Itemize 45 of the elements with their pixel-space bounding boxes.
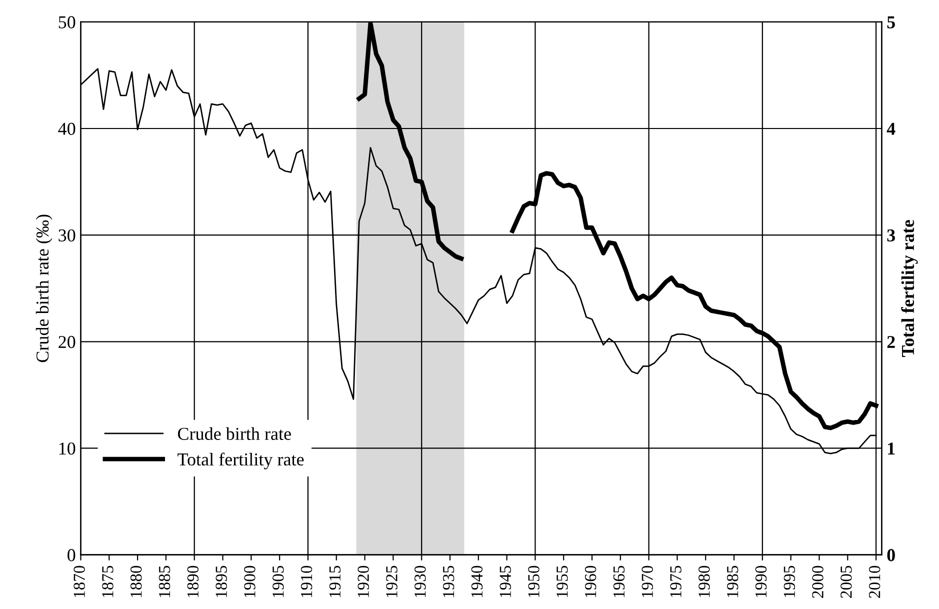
x-tick-label: 1890 — [187, 566, 199, 598]
legend-label: Crude birth rate — [178, 427, 291, 440]
x-tick-label: 1955 — [556, 566, 568, 598]
x-tick-label: 1945 — [500, 566, 511, 598]
x-tick-label: 1875 — [102, 566, 114, 598]
x-tick-label: 1935 — [442, 566, 454, 598]
y2-tick-label: 4 — [886, 122, 896, 135]
y2-tick-label: 0 — [887, 549, 895, 562]
y2-tick-label: 3 — [887, 229, 895, 242]
x-tick-label: 2005 — [840, 566, 852, 598]
x-tick-label: 1870 — [74, 566, 85, 598]
x-tick-label: 1900 — [244, 566, 256, 598]
x-tick-label: 1950 — [528, 566, 540, 598]
x-tick-label: 1975 — [670, 566, 682, 598]
x-tick-label: 1910 — [300, 566, 312, 598]
y-axis-title: Crude birth rate (‰) — [36, 214, 52, 362]
x-tick-label: 1940 — [471, 566, 483, 598]
x-tick-label: 1895 — [216, 566, 227, 598]
x-tick-label: 1885 — [158, 566, 170, 598]
x-tick-label: 1880 — [130, 566, 142, 598]
y-tick-label: 20 — [58, 336, 76, 348]
x-tick-label: 1970 — [642, 566, 653, 598]
x-tick-label: 2000 — [812, 566, 824, 598]
x-tick-label: 1990 — [755, 566, 767, 598]
y2-tick-label: 1 — [888, 442, 895, 454]
y2-tick-label: 5 — [887, 16, 895, 28]
x-tick-label: 1960 — [584, 566, 596, 598]
x-tick-label: 1915 — [329, 566, 341, 598]
y-tick-label: 50 — [58, 16, 76, 28]
y-tick-label: 30 — [58, 229, 76, 242]
x-tick-label: 1995 — [784, 566, 796, 598]
y-tick-label: 0 — [68, 549, 76, 562]
x-tick-label: 1905 — [272, 566, 284, 598]
y2-axis-title: Total fertility rate — [901, 220, 918, 357]
y2-tick-label: 2 — [887, 336, 895, 348]
x-tick-label: 2010 — [868, 566, 880, 598]
x-tick-label: 1985 — [726, 566, 738, 598]
legend-label: Total fertility rate — [178, 452, 304, 470]
x-tick-label: 1920 — [358, 566, 369, 598]
x-tick-label: 1930 — [414, 566, 426, 598]
y-tick-label: 10 — [59, 442, 76, 455]
x-tick-label: 1965 — [613, 566, 625, 598]
x-tick-label: 1925 — [386, 566, 398, 598]
x-tick-label: 1980 — [698, 566, 710, 598]
y-tick-label: 40 — [58, 122, 76, 135]
